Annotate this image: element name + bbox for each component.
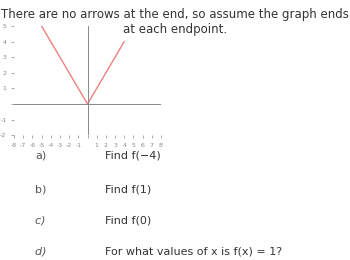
Text: Find f(1): Find f(1) bbox=[105, 185, 151, 194]
Text: b): b) bbox=[35, 185, 46, 194]
Text: For what values of x is f(x) = 1?: For what values of x is f(x) = 1? bbox=[105, 247, 282, 257]
Text: d): d) bbox=[35, 247, 51, 257]
Text: Find f(−4): Find f(−4) bbox=[105, 151, 161, 161]
Text: There are no arrows at the end, so assume the graph ends at each endpoint.: There are no arrows at the end, so assum… bbox=[1, 8, 349, 36]
Text: c): c) bbox=[35, 216, 50, 226]
Text: Find f(0): Find f(0) bbox=[105, 216, 151, 226]
Text: a): a) bbox=[35, 151, 46, 161]
